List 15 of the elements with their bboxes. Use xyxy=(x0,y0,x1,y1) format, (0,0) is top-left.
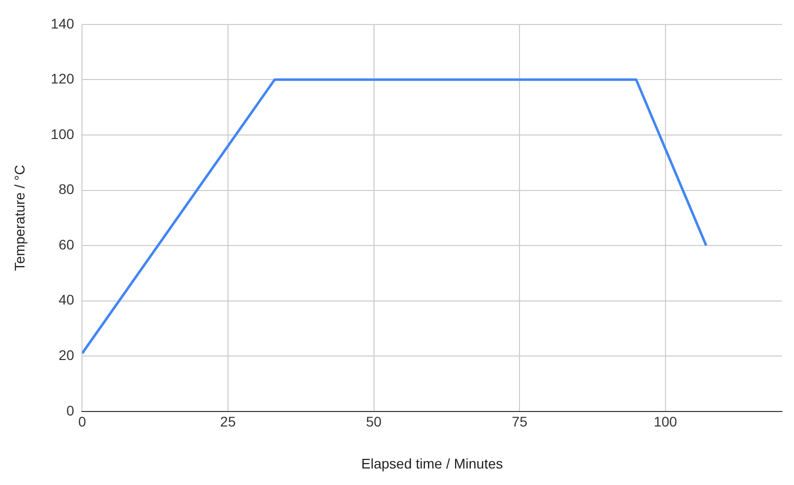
y-axis-title: Temperature / °C xyxy=(11,164,28,271)
y-tick-label: 100 xyxy=(50,126,74,142)
x-tick-label: 0 xyxy=(78,414,86,430)
y-tick-label: 120 xyxy=(50,70,74,87)
x-tick-label: 25 xyxy=(220,414,236,430)
x-tick-label: 100 xyxy=(654,414,678,430)
y-tick-label: 60 xyxy=(58,236,74,252)
x-axis-title: Elapsed time / Minutes xyxy=(361,455,503,472)
y-tick-label: 40 xyxy=(58,292,74,308)
x-tick-label: 50 xyxy=(366,414,382,430)
y-tick-label: 140 xyxy=(50,15,74,32)
x-tick-label: 75 xyxy=(512,414,528,430)
y-tick-label: 80 xyxy=(58,181,74,198)
y-tick-label: 20 xyxy=(58,346,74,363)
y-tick-label: 0 xyxy=(66,402,74,418)
